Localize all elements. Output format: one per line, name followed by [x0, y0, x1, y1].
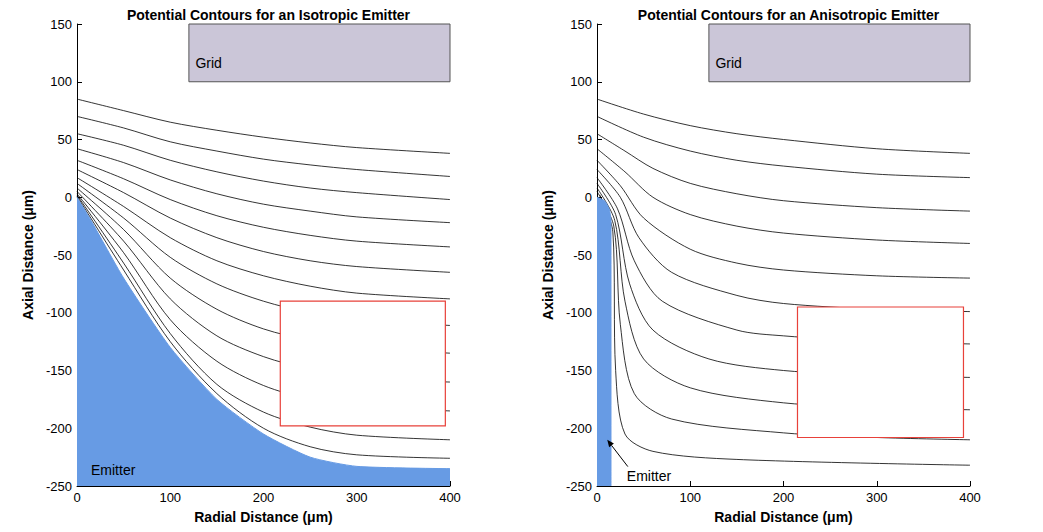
- svg-text:Grid: Grid: [195, 55, 221, 71]
- svg-text:400: 400: [959, 490, 981, 505]
- svg-text:-150: -150: [566, 363, 592, 378]
- svg-text:300: 300: [346, 490, 368, 505]
- svg-text:0: 0: [585, 190, 592, 205]
- svg-text:200: 200: [253, 490, 275, 505]
- svg-text:100: 100: [50, 74, 72, 89]
- svg-text:Axial Distance (μm): Axial Distance (μm): [540, 190, 556, 320]
- svg-text:100: 100: [570, 74, 592, 89]
- svg-text:Radial Distance (μm): Radial Distance (μm): [714, 509, 853, 525]
- svg-text:100: 100: [159, 490, 181, 505]
- svg-text:-250: -250: [566, 479, 592, 494]
- svg-text:Grid: Grid: [715, 55, 741, 71]
- svg-text:Potential Contours for an Isot: Potential Contours for an Isotropic Emit…: [127, 7, 411, 23]
- svg-text:-100: -100: [46, 305, 72, 320]
- svg-text:Axial Distance (μm): Axial Distance (μm): [20, 190, 36, 320]
- svg-text:50: 50: [58, 132, 72, 147]
- svg-text:Radial Distance (μm): Radial Distance (μm): [194, 509, 333, 525]
- svg-text:50: 50: [578, 132, 592, 147]
- svg-text:100: 100: [679, 490, 701, 505]
- svg-text:200: 200: [773, 490, 795, 505]
- svg-text:150: 150: [50, 17, 72, 32]
- svg-text:300: 300: [866, 490, 888, 505]
- svg-text:-50: -50: [573, 248, 592, 263]
- svg-text:Emitter: Emitter: [627, 468, 672, 484]
- svg-text:400: 400: [439, 490, 461, 505]
- svg-text:Potential Contours for an Anis: Potential Contours for an Anisotropic Em…: [638, 7, 940, 23]
- svg-text:-200: -200: [566, 421, 592, 436]
- svg-text:-150: -150: [46, 363, 72, 378]
- svg-text:0: 0: [65, 190, 72, 205]
- svg-text:150: 150: [570, 17, 592, 32]
- svg-text:-200: -200: [46, 421, 72, 436]
- svg-text:Emitter: Emitter: [91, 462, 136, 478]
- svg-text:-250: -250: [46, 479, 72, 494]
- svg-text:0: 0: [593, 490, 600, 505]
- svg-text:-50: -50: [53, 248, 72, 263]
- svg-text:-100: -100: [566, 305, 592, 320]
- svg-text:0: 0: [73, 490, 80, 505]
